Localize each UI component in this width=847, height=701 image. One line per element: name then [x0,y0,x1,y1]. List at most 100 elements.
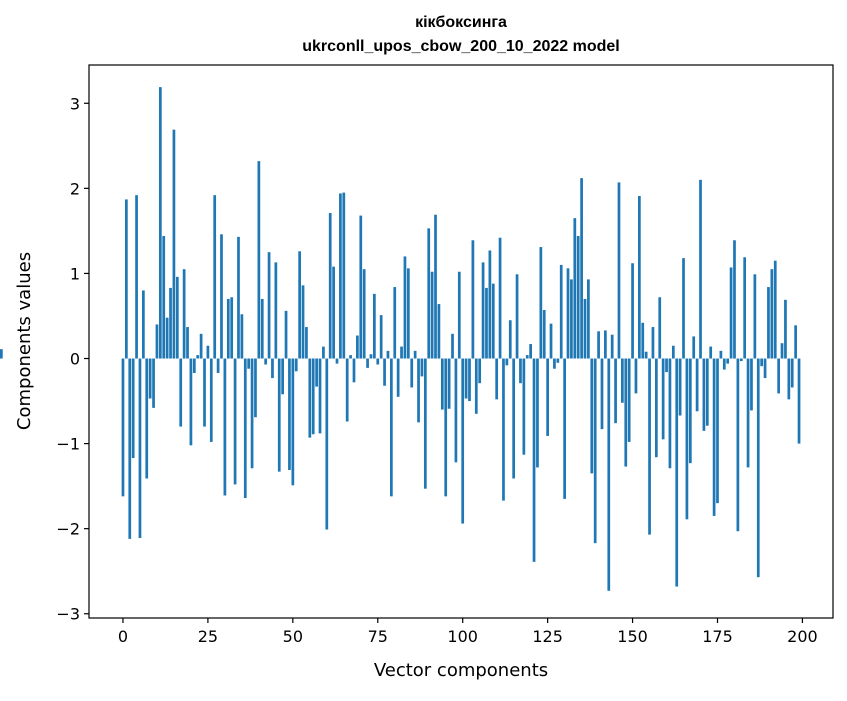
bar-175 [716,358,719,504]
bar-146 [617,182,621,359]
bar-30 [223,358,227,496]
x-tick-label-5: 125 [532,627,563,646]
bar-121 [532,358,536,562]
bar-150 [631,263,634,359]
bar-13 [165,317,169,359]
bar-143 [607,358,611,591]
bar-14 [169,287,172,359]
bar-106 [481,262,485,359]
bar-40 [257,161,261,359]
bar-2 [128,358,132,539]
bar-105 [478,358,482,384]
bar-145 [614,358,617,424]
bar-66 [345,358,349,422]
bar-18 [182,269,186,359]
x-tick-label-6: 150 [617,627,648,646]
bar-49 [288,358,291,470]
bar-27 [213,195,217,359]
bar-98 [454,358,458,463]
bar-196 [787,358,791,400]
bar-109 [491,283,495,359]
bar-91 [430,271,434,359]
bar-200 [0,349,3,359]
bar-33 [233,358,237,485]
bar-172 [705,358,709,426]
bar-51 [294,358,298,372]
bar-185 [750,358,753,411]
bar-195 [784,299,787,359]
bar-39 [254,358,257,418]
bar-43 [267,252,271,359]
bar-94 [440,358,444,410]
bars-group [0,87,801,591]
x-tick-label-3: 75 [368,627,388,646]
bar-169 [695,358,699,412]
bar-28 [216,358,220,373]
bar-137 [587,279,590,359]
bar-8 [148,358,152,399]
bar-59 [322,346,325,359]
bar-44 [271,358,274,379]
bar-131 [566,268,570,359]
bar-177 [722,358,726,370]
bar-110 [495,358,499,400]
bar-50 [291,358,295,486]
bar-46 [277,358,281,472]
bar-165 [682,258,685,359]
bar-141 [600,358,604,430]
bar-99 [457,271,461,359]
bar-97 [451,333,454,359]
bar-82 [400,346,403,359]
bar-21 [192,358,196,373]
bar-166 [685,358,689,520]
bar-125 [546,358,549,436]
bar-52 [298,251,301,359]
bar-120 [529,344,532,359]
bar-114 [508,320,512,359]
bar-149 [627,358,631,442]
x-tick-label-1: 25 [198,627,218,646]
bar-168 [692,336,696,359]
bar-32 [230,297,234,359]
x-tick-label-7: 175 [702,627,733,646]
bar-29 [220,234,223,359]
bar-189 [763,358,767,379]
bar-53 [301,285,305,359]
bar-102 [468,358,471,402]
bar-36 [243,358,247,499]
bar-138 [590,358,594,474]
bar-163 [675,358,679,587]
bar-178 [726,358,730,364]
bar-83 [403,256,407,359]
bar-158 [658,297,662,359]
bar-74 [373,293,376,359]
y-tick-label-2: −1 [56,435,80,454]
bar-193 [777,358,780,394]
bar-67 [349,355,352,359]
bar-90 [427,228,431,359]
bar-88 [420,358,424,377]
bar-180 [733,240,736,359]
bar-197 [790,358,794,388]
bar-19 [186,327,189,359]
bar-0 [121,358,125,497]
bar-86 [413,350,417,359]
bar-56 [311,358,315,435]
bar-104 [474,358,478,414]
bar-162 [671,345,675,359]
bar-124 [542,310,546,359]
bar-176 [719,350,723,359]
bar-48 [284,310,288,359]
bar-1 [125,199,128,359]
bar-173 [709,346,713,359]
chart-title: кікбоксинга [415,14,507,31]
bar-84 [406,268,410,359]
bar-23 [199,333,203,359]
x-axis-ticks: 0 25 50 75 100 125 150 175 200 [118,618,818,646]
bar-76 [379,315,383,359]
bar-164 [678,358,682,416]
bar-65 [342,192,346,359]
bar-64 [339,193,342,359]
bar-81 [396,358,400,397]
